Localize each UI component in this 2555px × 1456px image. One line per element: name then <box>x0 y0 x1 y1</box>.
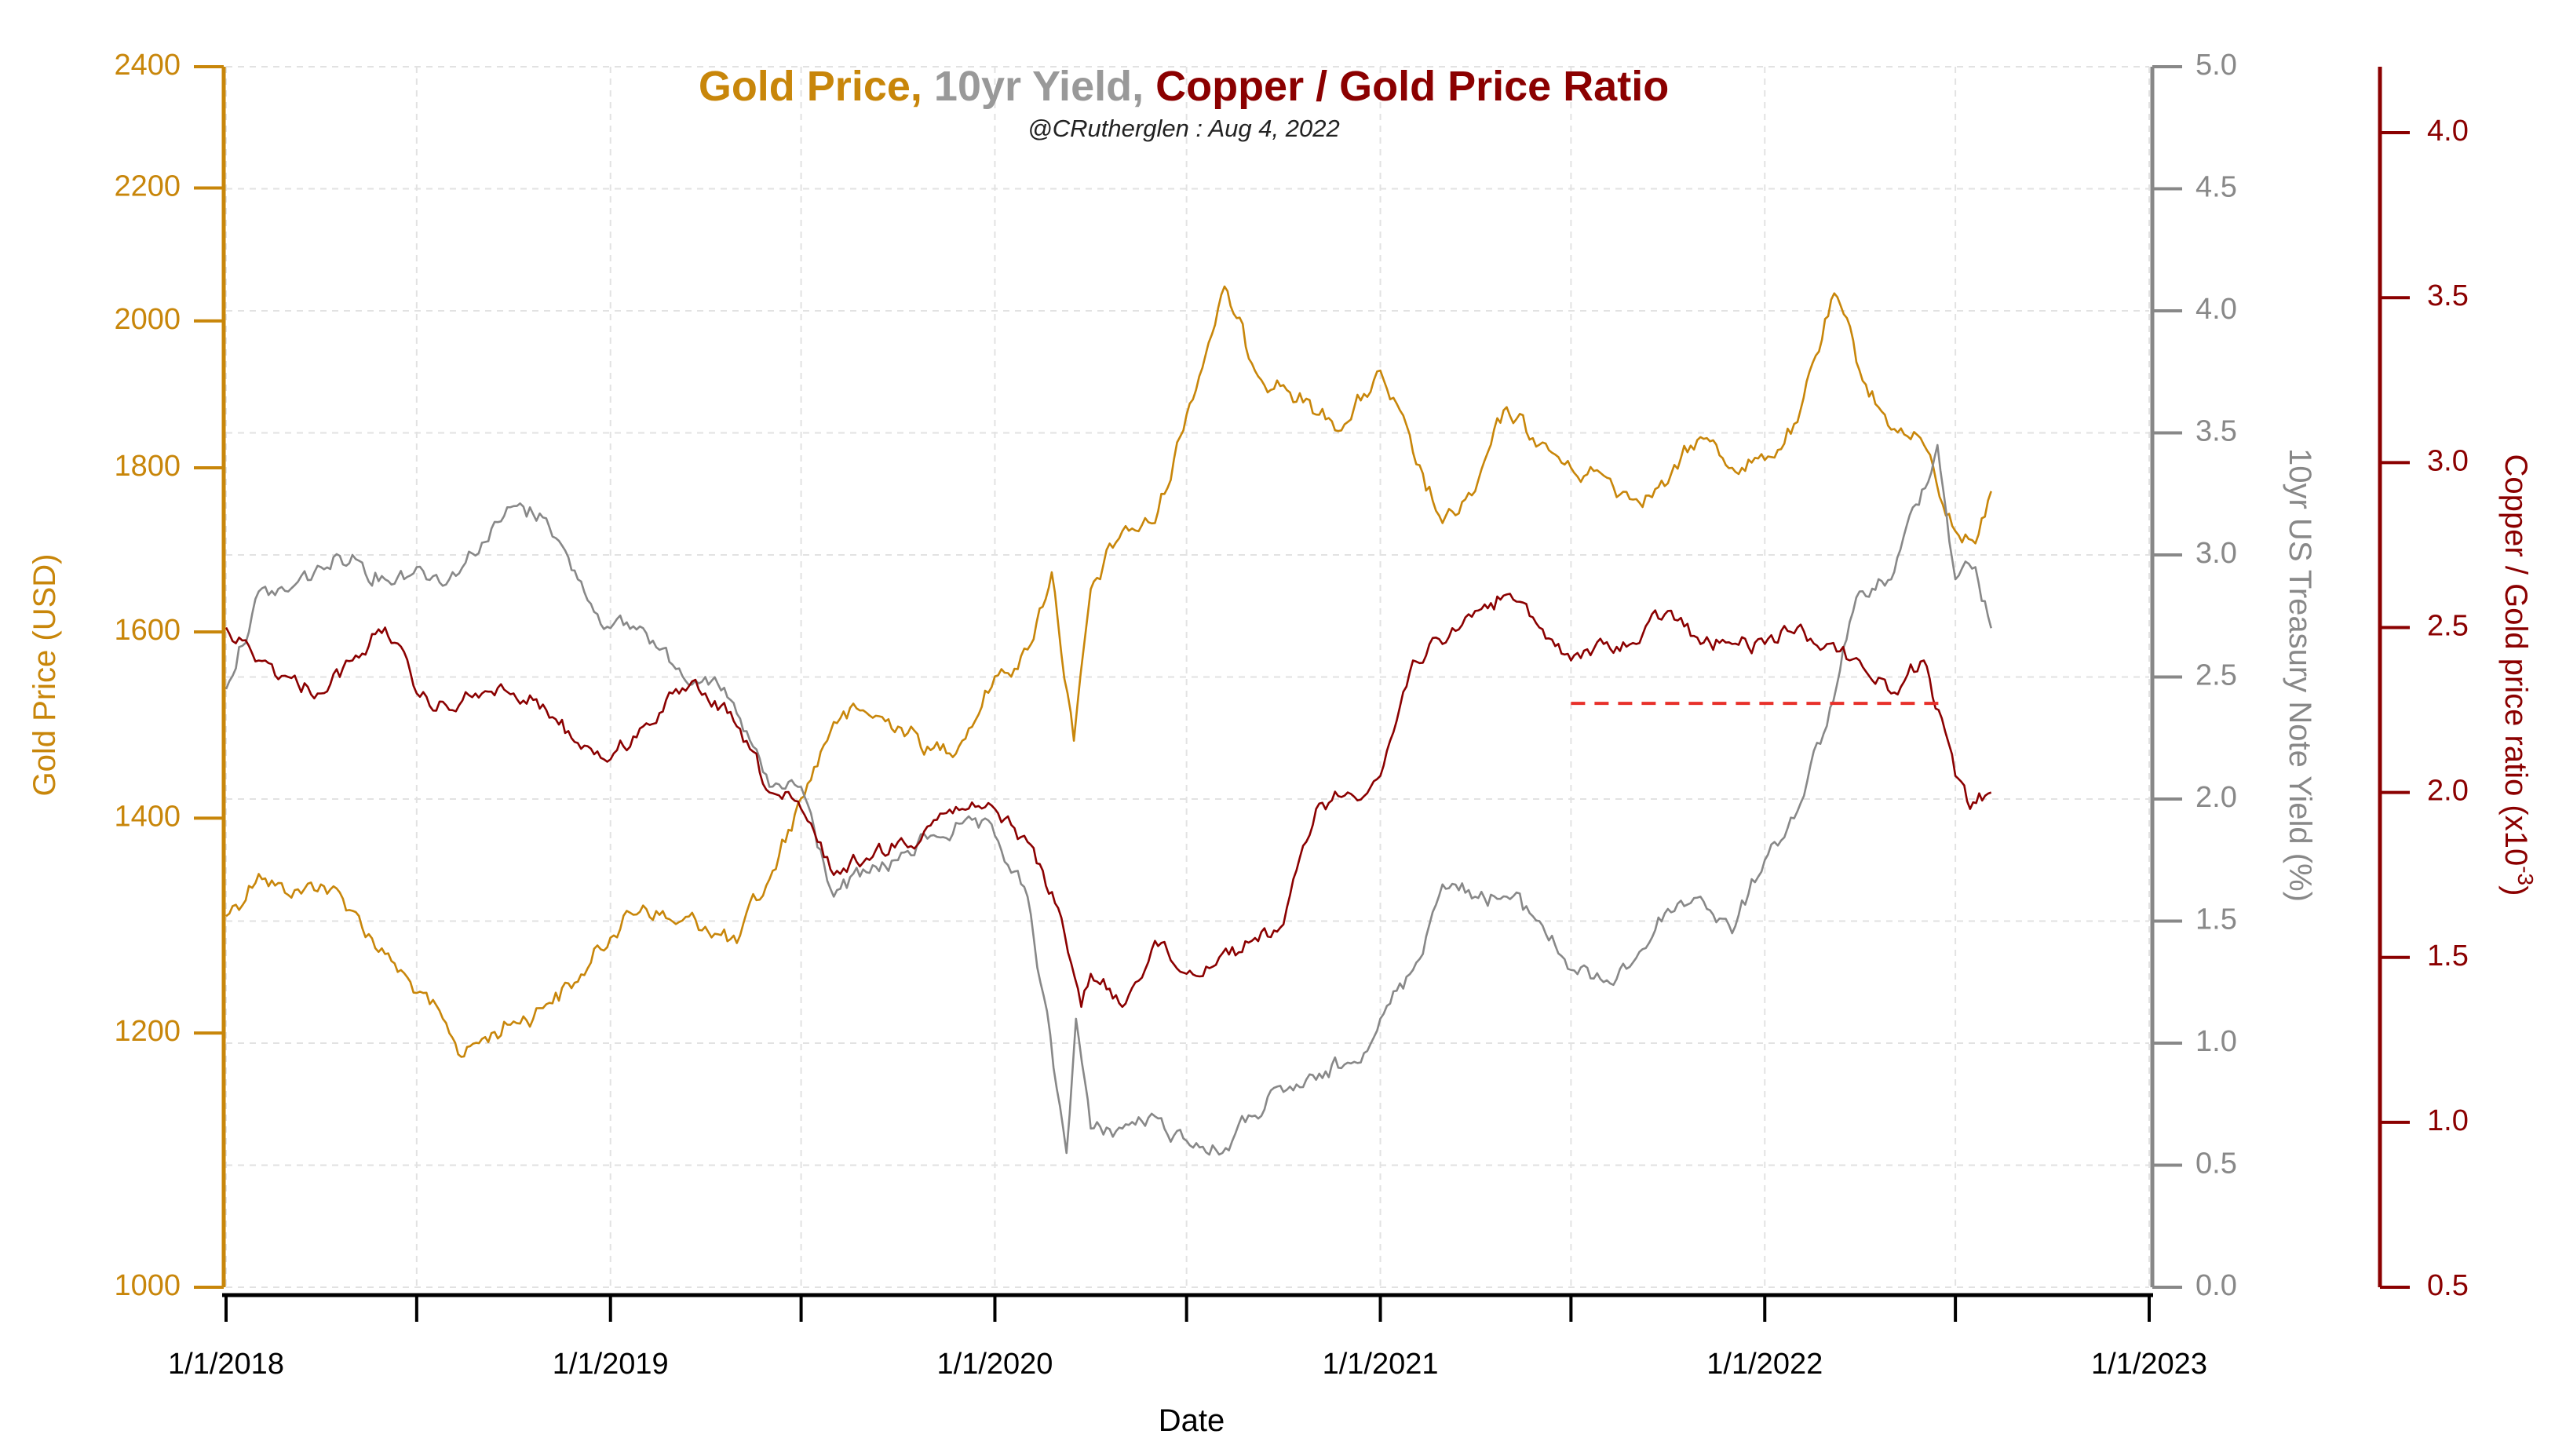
x-tick-label: 1/1/2022 <box>1706 1348 1823 1381</box>
y-right2-tick-label: 1.0 <box>2427 1104 2469 1137</box>
y-right1-tick-label: 1.5 <box>2195 903 2237 936</box>
y-right1-tick-label: 2.5 <box>2195 659 2237 692</box>
y-right2-tick-label: 2.5 <box>2427 609 2469 642</box>
x-tick-label: 1/1/2023 <box>2091 1348 2207 1381</box>
y-left-tick-label: 1800 <box>114 450 181 483</box>
y-right2-tick-label: 2.0 <box>2427 775 2469 808</box>
x-tick-label: 1/1/2021 <box>1323 1348 1439 1381</box>
y-right2-tick-label: 1.5 <box>2427 940 2469 972</box>
series-line-gold-price <box>225 285 1992 1058</box>
y-left-tick-label: 1200 <box>114 1015 181 1048</box>
y-right1-tick-label: 1.0 <box>2195 1025 2237 1058</box>
series-layer <box>224 285 1992 1156</box>
chart-subtitle: @CRutherglen : Aug 4, 2022 <box>1027 115 1339 142</box>
chart-title: Gold Price, 10yr Yield, Copper / Gold Pr… <box>699 63 1669 110</box>
x-tick-label: 1/1/2019 <box>553 1348 669 1381</box>
y-left-tick-label: 2000 <box>114 303 181 336</box>
y-right2-label-exp: -3 <box>2513 866 2538 885</box>
series-line-copper-gold-ratio <box>224 593 1992 1009</box>
y-right1-tick-label: 3.0 <box>2195 537 2237 570</box>
y-left-axis-label: Gold Price (USD) <box>27 554 62 797</box>
axes-layer: 1000 1200 1400 1600 1800 2000 2200 2400 0.0 0.5 1.… <box>114 49 2468 1381</box>
y-right1-tick-label: 0.5 <box>2195 1148 2237 1180</box>
y-left-tick-label: 1600 <box>114 614 181 647</box>
title-part-yield: 10yr Yield, <box>922 63 1144 110</box>
y-right1-axis-label: 10yr US Treasury Note Yield (%) <box>2283 448 2317 902</box>
y-right1-tick-label: 0.0 <box>2195 1269 2237 1302</box>
title-part-ratio: Copper / Gold Price Ratio <box>1144 63 1669 110</box>
y-right2-tick-label: 3.5 <box>2427 279 2469 312</box>
x-tick-label: 1/1/2020 <box>937 1348 1053 1381</box>
y-right2-label-main: Copper / Gold price ratio (x10 <box>2498 454 2533 867</box>
y-left-tick-label: 1000 <box>114 1269 181 1302</box>
y-right1-tick-label: 4.0 <box>2195 293 2237 326</box>
y-left-tick-label: 2400 <box>114 49 181 82</box>
y-right2-tick-label: 3.0 <box>2427 444 2469 477</box>
y-right1-tick-label: 2.0 <box>2195 781 2237 814</box>
y-right2-tick-label: 4.0 <box>2427 115 2469 148</box>
title-part-gold: Gold Price, <box>699 63 922 110</box>
y-right2-tick-label: 0.5 <box>2427 1269 2469 1302</box>
series-line-10yr-yield <box>224 443 1992 1156</box>
y-right1-tick-label: 4.5 <box>2195 171 2237 204</box>
y-right1-tick-label: 5.0 <box>2195 49 2237 82</box>
grid-layer <box>225 66 2150 1288</box>
y-left-tick-label: 2200 <box>114 170 181 203</box>
x-tick-label: 1/1/2018 <box>168 1348 284 1381</box>
y-right2-label-end: ) <box>2498 885 2533 896</box>
y-right1-tick-label: 3.5 <box>2195 415 2237 448</box>
y-left-tick-label: 1400 <box>114 800 181 833</box>
y-right2-axis-label: Copper / Gold price ratio (x10-3) <box>2498 454 2538 896</box>
x-axis-label: Date <box>1159 1403 1225 1438</box>
